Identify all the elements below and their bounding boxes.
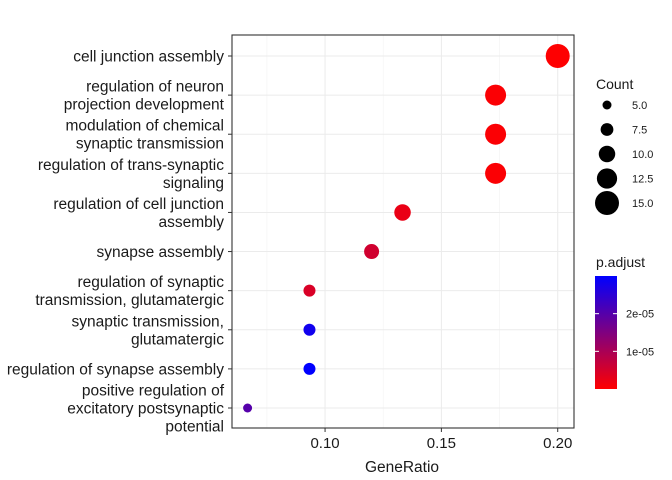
p-adjust-colorbar [595,276,617,389]
count-legend-title: Count [596,76,633,92]
count-legend-label: 15.0 [632,198,653,210]
count-legend-label: 5.0 [632,100,647,112]
count-legend: Count 5.0 7.5 10.0 12.5 15.0 [595,76,653,215]
y-axis-labels: cell junction assembly regulation of neur… [7,49,232,436]
data-point [394,204,411,221]
count-legend-key [598,145,616,163]
panel-border [231,34,575,429]
count-legend-label: 10.0 [632,149,653,161]
x-tick-label: 0.20 [543,435,572,452]
p-adjust-legend-title: p.adjust [596,254,645,270]
count-legend-label: 7.5 [632,125,647,137]
x-tick-label: 0.10 [310,435,339,452]
x-axis: 0.10 0.15 0.20 [310,428,572,452]
data-point [485,84,507,106]
x-axis-title: GeneRatio [365,459,439,476]
data-point [545,44,570,68]
y-tick-label: regulation of synaptic transmission, glut… [35,274,224,309]
y-tick-label: regulation of synapse assembly [7,361,224,378]
count-legend-key [596,168,618,189]
data-point [485,123,507,145]
y-tick-label: positive regulation of excitatory postsyn… [67,383,224,436]
count-legend-key [600,123,614,136]
count-legend-label: 12.5 [632,174,653,186]
data-point [364,244,380,260]
y-tick-label: cell junction assembly [73,49,224,66]
y-tick-label: regulation of neuron projection developme… [64,79,225,114]
p-adjust-legend-label: 2e-05 [626,309,654,321]
panel-background [232,35,574,428]
plot-panel [231,34,575,429]
y-tick-label: regulation of cell junction assembly [53,196,224,231]
y-tick-label: synapse assembly [96,244,224,261]
data-point [303,323,316,336]
x-tick-label: 0.15 [427,435,456,452]
y-tick-label: modulation of chemical synaptic transmiss… [65,118,224,153]
data-point [243,403,253,413]
data-point [485,162,507,184]
y-tick-label: synaptic transmission, glutamatergic [72,313,225,348]
count-legend-key [602,100,612,110]
count-legend-key [595,191,619,215]
data-point [303,362,316,375]
p-adjust-legend-label: 1e-05 [626,346,654,358]
p-adjust-legend: p.adjust 1e-05 2e-05 [595,254,654,389]
y-tick-label: regulation of trans-synaptic signaling [38,157,224,192]
data-point [303,284,316,297]
